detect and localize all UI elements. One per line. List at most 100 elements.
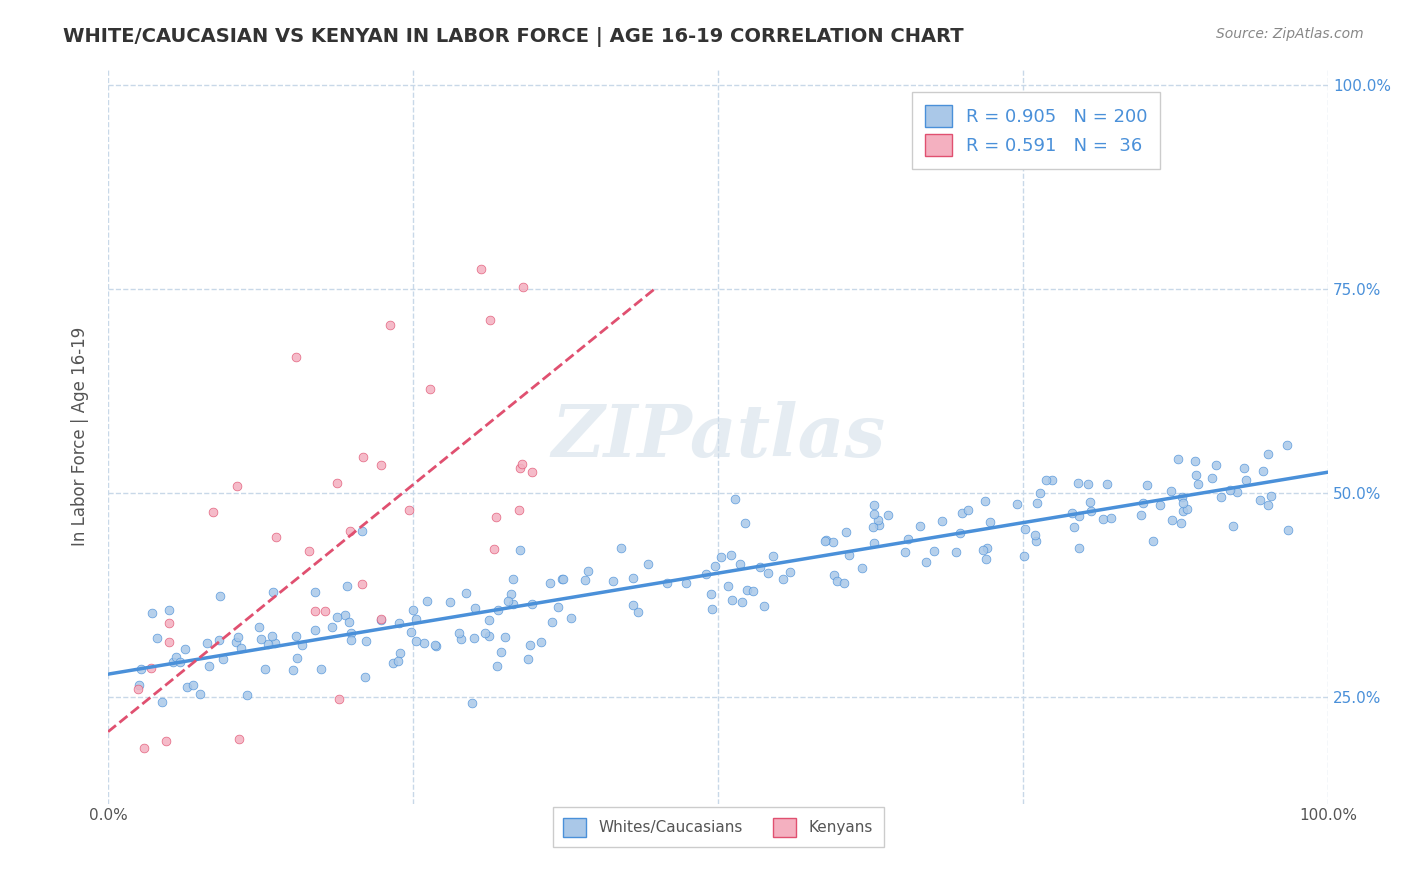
Point	[176, 680, 198, 694]
Point	[868, 518, 890, 533]
Point	[1187, 477, 1209, 491]
Point	[502, 572, 524, 586]
Point	[1260, 489, 1282, 503]
Point	[1012, 549, 1035, 563]
Point	[1035, 474, 1057, 488]
Point	[405, 634, 427, 648]
Y-axis label: In Labor Force | Age 16-19: In Labor Force | Age 16-19	[72, 326, 89, 546]
Point	[1029, 485, 1052, 500]
Point	[877, 508, 900, 523]
Point	[1149, 498, 1171, 512]
Point	[352, 450, 374, 465]
Point	[1040, 473, 1063, 487]
Point	[1129, 508, 1152, 522]
Point	[304, 585, 326, 599]
Point	[413, 636, 436, 650]
Legend: R = 0.905   N = 200, R = 0.591   N =  36: R = 0.905 N = 200, R = 0.591 N = 36	[912, 92, 1160, 169]
Point	[450, 632, 472, 646]
Point	[1160, 513, 1182, 527]
Point	[328, 692, 350, 706]
Point	[157, 603, 180, 617]
Point	[908, 519, 931, 533]
Point	[337, 615, 360, 629]
Point	[863, 498, 886, 512]
Point	[370, 458, 392, 472]
Point	[835, 524, 858, 539]
Point	[976, 541, 998, 555]
Point	[494, 630, 516, 644]
Point	[298, 544, 321, 558]
Point	[354, 670, 377, 684]
Text: WHITE/CAUCASIAN VS KENYAN IN LABOR FORCE | AGE 16-19 CORRELATION CHART: WHITE/CAUCASIAN VS KENYAN IN LABOR FORCE…	[63, 27, 965, 46]
Point	[720, 548, 742, 562]
Point	[627, 605, 650, 619]
Point	[439, 595, 461, 609]
Point	[247, 620, 270, 634]
Point	[370, 613, 392, 627]
Point	[756, 566, 779, 580]
Point	[155, 733, 177, 747]
Point	[464, 601, 486, 615]
Point	[132, 741, 155, 756]
Point	[340, 632, 363, 647]
Point	[1024, 527, 1046, 541]
Point	[419, 382, 441, 396]
Point	[974, 493, 997, 508]
Point	[863, 535, 886, 549]
Point	[225, 634, 247, 648]
Point	[1175, 502, 1198, 516]
Point	[208, 589, 231, 603]
Point	[721, 592, 744, 607]
Point	[1249, 493, 1271, 508]
Point	[197, 659, 219, 673]
Point	[165, 650, 187, 665]
Point	[1167, 452, 1189, 467]
Point	[752, 599, 775, 613]
Point	[1201, 471, 1223, 485]
Point	[370, 612, 392, 626]
Point	[655, 576, 678, 591]
Point	[1026, 496, 1049, 510]
Point	[139, 661, 162, 675]
Point	[621, 571, 644, 585]
Point	[127, 681, 149, 696]
Point	[228, 732, 250, 747]
Point	[772, 572, 794, 586]
Point	[1069, 509, 1091, 524]
Point	[1185, 467, 1208, 482]
Point	[741, 584, 763, 599]
Point	[945, 545, 967, 559]
Point	[516, 652, 538, 666]
Point	[1067, 476, 1090, 491]
Point	[710, 550, 733, 565]
Point	[145, 631, 167, 645]
Point	[378, 318, 401, 332]
Point	[398, 503, 420, 517]
Point	[321, 619, 343, 633]
Point	[519, 639, 541, 653]
Point	[478, 313, 501, 327]
Point	[128, 677, 150, 691]
Point	[979, 515, 1001, 529]
Point	[1063, 520, 1085, 534]
Point	[309, 662, 332, 676]
Point	[1233, 460, 1256, 475]
Point	[832, 575, 855, 590]
Point	[264, 636, 287, 650]
Point	[703, 558, 725, 573]
Point	[350, 524, 373, 538]
Point	[425, 639, 447, 653]
Point	[129, 661, 152, 675]
Point	[530, 635, 553, 649]
Point	[496, 594, 519, 608]
Point	[157, 616, 180, 631]
Point	[416, 593, 439, 607]
Point	[724, 491, 747, 506]
Point	[485, 509, 508, 524]
Point	[1234, 473, 1257, 487]
Point	[461, 696, 484, 710]
Point	[1170, 516, 1192, 530]
Point	[162, 655, 184, 669]
Point	[838, 548, 860, 562]
Point	[734, 516, 756, 530]
